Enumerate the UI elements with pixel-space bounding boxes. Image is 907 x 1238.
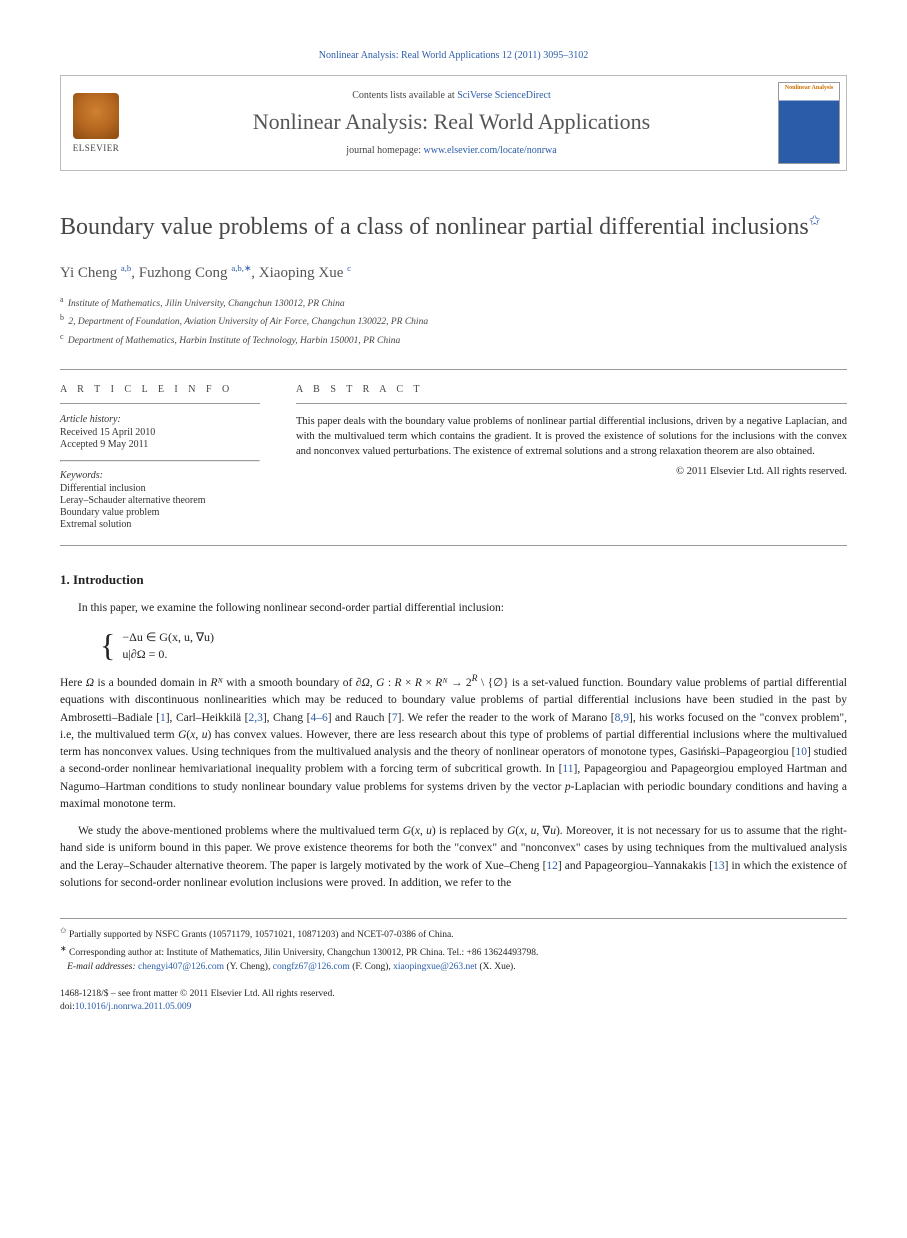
doi-label: doi: [60, 1002, 75, 1012]
email-1[interactable]: chengyi407@126.com [138, 962, 224, 972]
cover-title: Nonlinear Analysis [781, 85, 837, 92]
abstract: A B S T R A C T This paper deals with th… [296, 384, 847, 531]
keyword-1: Differential inclusion [60, 483, 260, 494]
affiliations: a Institute of Mathematics, Jilin Univer… [60, 294, 847, 349]
keyword-3: Boundary value problem [60, 507, 260, 518]
keyword-2: Leray–Schauder alternative theorem [60, 495, 260, 506]
author-2: Fuzhong Cong [139, 265, 228, 281]
ref-4-6[interactable]: 4–6 [310, 712, 327, 724]
homepage-link[interactable]: www.elsevier.com/locate/nonrwa [424, 145, 557, 156]
homepage-line: journal homepage: www.elsevier.com/locat… [139, 145, 764, 156]
article-title-text: Boundary value problems of a class of no… [60, 214, 809, 240]
affiliation-a: a Institute of Mathematics, Jilin Univer… [60, 294, 847, 312]
equation-system: { −Δu ∈ G(x, u, ∇u) u|∂Ω = 0. [100, 627, 847, 664]
info-abstract-row: A R T I C L E I N F O Article history: R… [60, 370, 847, 545]
history-heading: Article history: [60, 414, 260, 425]
keyword-4: Extremal solution [60, 519, 260, 530]
divider-2 [60, 545, 847, 546]
ref-1[interactable]: 1 [160, 712, 166, 724]
corr-text: Corresponding author at: Institute of Ma… [69, 948, 538, 958]
author-2-aff[interactable]: a,b, [231, 263, 244, 273]
article-info: A R T I C L E I N F O Article history: R… [60, 384, 260, 531]
journal-header: ELSEVIER Contents lists available at Sci… [60, 75, 847, 171]
equation-lines: −Δu ∈ G(x, u, ∇u) u|∂Ω = 0. [122, 629, 214, 663]
ref-12[interactable]: 12 [546, 860, 558, 872]
author-1-aff[interactable]: a,b [121, 263, 131, 273]
abstract-text: This paper deals with the boundary value… [296, 414, 847, 460]
ref-7[interactable]: 7 [392, 712, 398, 724]
email-1-who: (Y. Cheng) [226, 962, 268, 972]
author-3: Xiaoping Xue [259, 265, 344, 281]
doi-line: doi:10.1016/j.nonrwa.2011.05.009 [60, 1001, 847, 1014]
email-2-who: (F. Cong) [352, 962, 388, 972]
ref-8-9[interactable]: 8,9 [615, 712, 629, 724]
eq-line-2: u|∂Ω = 0. [122, 647, 167, 661]
emails-footnote: E-mail addresses: chengyi407@126.com (Y.… [60, 960, 847, 974]
abstract-copyright: © 2011 Elsevier Ltd. All rights reserved… [296, 466, 847, 477]
aff-c-text: Department of Mathematics, Harbin Instit… [68, 336, 400, 346]
page: Nonlinear Analysis: Real World Applicati… [0, 0, 907, 1055]
journal-title: Nonlinear Analysis: Real World Applicati… [139, 109, 764, 135]
doi-link[interactable]: 10.1016/j.nonrwa.2011.05.009 [75, 1002, 192, 1012]
funding-footnote: ✩ Partially supported by NSFC Grants (10… [60, 925, 847, 942]
paragraph-1: Here Ω is a bounded domain in Rᴺ with a … [60, 672, 847, 813]
article-title: Boundary value problems of a class of no… [60, 207, 847, 242]
contents-prefix: Contents lists available at [352, 90, 457, 101]
aff-c-sup: c [60, 332, 64, 341]
front-matter-line: 1468-1218/$ – see front matter © 2011 El… [60, 988, 847, 1001]
aff-a-text: Institute of Mathematics, Jilin Universi… [68, 299, 345, 309]
author-list: Yi Cheng a,b, Fuzhong Cong a,b,∗, Xiaopi… [60, 260, 847, 282]
footer-meta: 1468-1218/$ – see front matter © 2011 El… [60, 988, 847, 1015]
corr-marker: ∗ [60, 944, 67, 953]
elsevier-tree-icon [73, 93, 119, 139]
ref-11[interactable]: 11 [562, 763, 573, 775]
running-head-citation: Nonlinear Analysis: Real World Applicati… [60, 50, 847, 61]
email-2[interactable]: congfz67@126.com [273, 962, 350, 972]
info-divider [60, 460, 260, 462]
ref-2-3[interactable]: 2,3 [248, 712, 262, 724]
author-2-corr[interactable]: ∗ [244, 263, 251, 273]
sciencedirect-link[interactable]: SciVerse ScienceDirect [457, 90, 551, 101]
funding-marker: ✩ [60, 926, 67, 935]
homepage-prefix: journal homepage: [346, 145, 423, 156]
brace-icon: { [100, 627, 115, 664]
author-3-aff[interactable]: c [347, 263, 351, 273]
section-1-heading: 1. Introduction [60, 572, 847, 588]
aff-b-text: 2, Department of Foundation, Aviation Un… [68, 318, 428, 328]
affiliation-b: b 2, Department of Foundation, Aviation … [60, 312, 847, 330]
para2-indent: We study the above-mentioned problems wh… [60, 823, 847, 892]
title-footnote-marker[interactable]: ✩ [809, 214, 821, 229]
paragraph-2: We study the above-mentioned problems wh… [60, 823, 847, 892]
elsevier-label: ELSEVIER [73, 143, 120, 153]
article-info-heading: A R T I C L E I N F O [60, 384, 260, 404]
keywords-heading: Keywords: [60, 470, 260, 481]
accepted-date: Accepted 9 May 2011 [60, 439, 260, 450]
footnotes: ✩ Partially supported by NSFC Grants (10… [60, 918, 847, 974]
funding-text: Partially supported by NSFC Grants (1057… [69, 930, 454, 940]
corresponding-footnote: ∗ Corresponding author at: Institute of … [60, 943, 847, 960]
intro-line-text: In this paper, we examine the following … [60, 600, 847, 617]
cover-image: Nonlinear Analysis [778, 82, 840, 164]
ref-13[interactable]: 13 [713, 860, 725, 872]
eq-line-1: −Δu ∈ G(x, u, ∇u) [122, 630, 214, 644]
ref-10[interactable]: 10 [795, 746, 807, 758]
abstract-heading: A B S T R A C T [296, 384, 847, 404]
contents-line: Contents lists available at SciVerse Sci… [139, 90, 764, 101]
received-date: Received 15 April 2010 [60, 427, 260, 438]
intro-line: In this paper, we examine the following … [60, 600, 847, 617]
elsevier-logo: ELSEVIER [61, 76, 131, 170]
header-center: Contents lists available at SciVerse Sci… [131, 76, 772, 170]
email-3[interactable]: xiaopingxue@263.net [393, 962, 477, 972]
affiliation-c: c Department of Mathematics, Harbin Inst… [60, 331, 847, 349]
email-3-who: (X. Xue) [479, 962, 513, 972]
emails-label: E-mail addresses: [67, 962, 138, 972]
author-1: Yi Cheng [60, 265, 117, 281]
aff-a-sup: a [60, 295, 64, 304]
cover-thumbnail: Nonlinear Analysis [772, 76, 846, 170]
aff-b-sup: b [60, 313, 64, 322]
